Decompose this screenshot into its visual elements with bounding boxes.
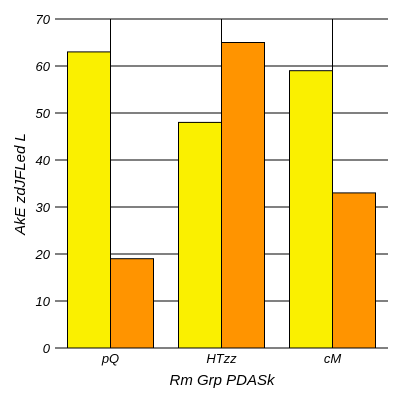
y-axis-title: AkE zdJFLed L xyxy=(12,133,29,236)
y-tick-label: 40 xyxy=(36,153,51,168)
x-tick-label: pQ xyxy=(101,351,119,366)
bar-HTzz-series-1 xyxy=(178,121,222,349)
bar-pQ-series-1 xyxy=(67,51,111,349)
y-tick-label: 20 xyxy=(35,247,51,262)
axes: 0 10 20 30 40 50 60 70 pQ HTzz cM xyxy=(35,12,388,366)
y-tick-label: 70 xyxy=(36,12,51,27)
bar-pQ-series-2 xyxy=(110,258,154,349)
y-tick-label: 0 xyxy=(43,341,51,356)
bar-cM-series-1 xyxy=(289,70,333,349)
x-tick-label: HTzz xyxy=(206,351,237,366)
bars xyxy=(67,42,376,349)
x-axis-title: Rm Grp PDASk xyxy=(169,372,276,389)
y-tick-label: 60 xyxy=(36,59,51,74)
y-tick-label: 50 xyxy=(36,106,51,121)
y-tick-label: 10 xyxy=(36,294,51,309)
bar-cM-series-2 xyxy=(332,192,376,349)
y-tick-label: 30 xyxy=(36,200,51,215)
x-tick-label: cM xyxy=(324,351,342,366)
bar-HTzz-series-2 xyxy=(221,42,265,349)
